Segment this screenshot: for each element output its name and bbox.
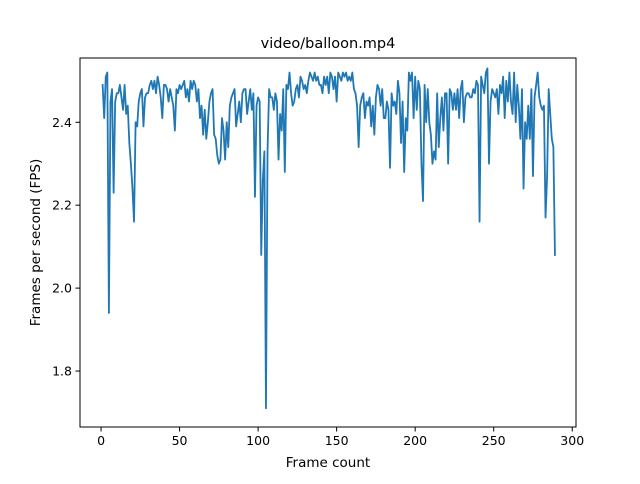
- plot-area: [101, 67, 556, 410]
- series-line: [101, 67, 556, 410]
- y-axis: 1.8 2.0 2.2 2.4: [52, 115, 80, 379]
- x-tick-label: 50: [172, 433, 188, 448]
- x-tick-label: 100: [246, 433, 270, 448]
- x-axis: 0 50 100 150 200 250 300: [97, 427, 584, 448]
- axes-frame: [79, 57, 577, 428]
- chart-title: video/balloon.mp4: [261, 36, 396, 52]
- x-tick-label: 0: [97, 433, 105, 448]
- y-axis-label: Frames per second (FPS): [28, 159, 44, 327]
- y-tick-label: 2.4: [52, 115, 72, 130]
- x-tick-label: 300: [560, 433, 584, 448]
- x-tick-label: 200: [403, 433, 427, 448]
- y-tick-label: 2.0: [52, 281, 72, 296]
- x-tick-label: 250: [482, 433, 506, 448]
- y-tick-label: 1.8: [52, 364, 72, 379]
- x-tick-label: 150: [325, 433, 349, 448]
- x-axis-label: Frame count: [286, 455, 370, 471]
- y-tick-label: 2.2: [52, 198, 72, 213]
